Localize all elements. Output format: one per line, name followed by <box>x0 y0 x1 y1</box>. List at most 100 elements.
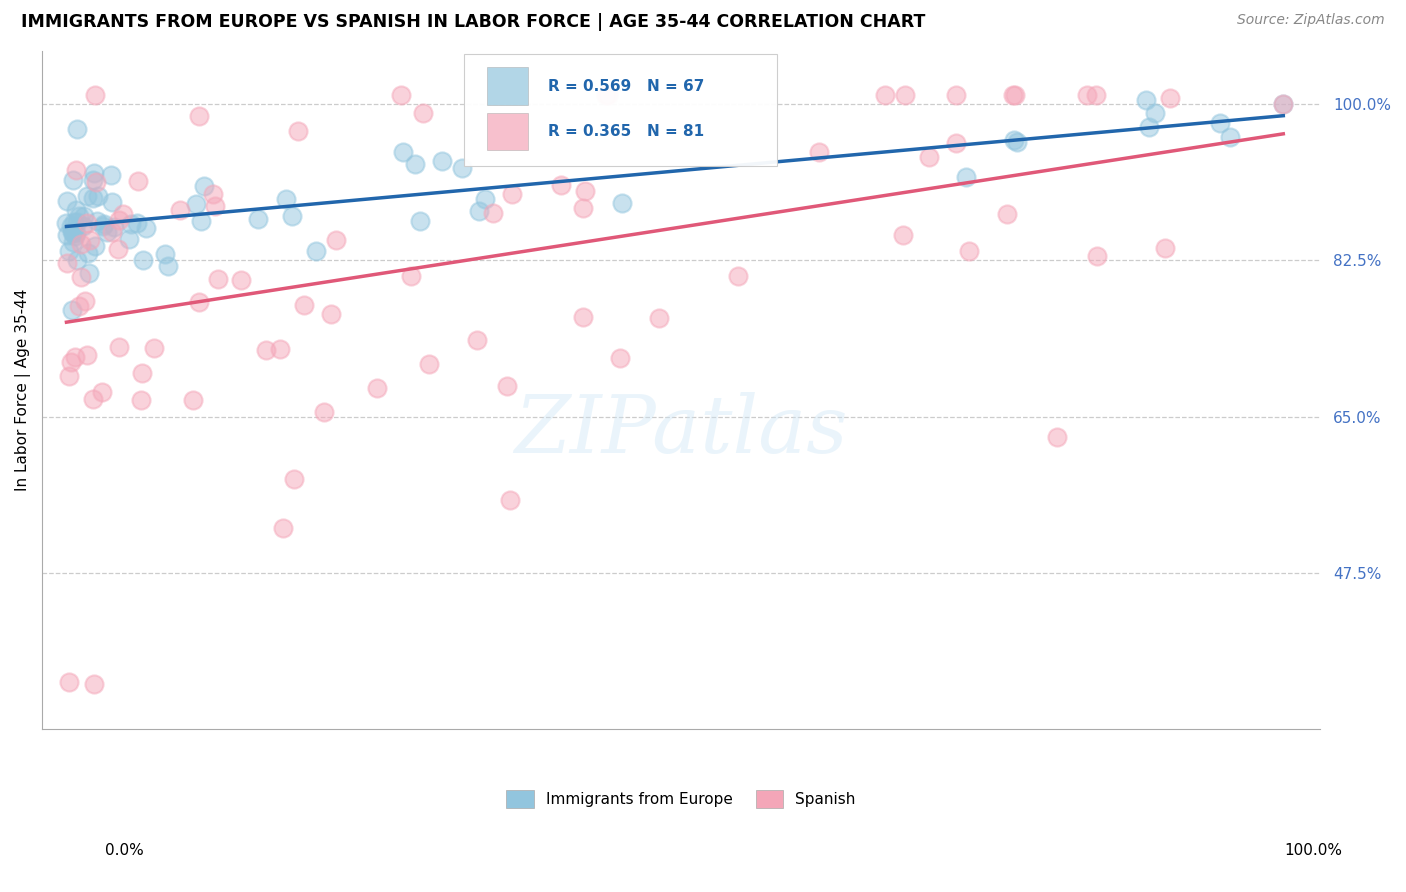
Point <box>957 244 980 259</box>
Point <box>312 405 335 419</box>
FancyBboxPatch shape <box>486 112 527 150</box>
Point <box>1085 88 1108 103</box>
Point <box>1272 97 1295 112</box>
Point <box>574 184 596 198</box>
Text: ZIPatlas: ZIPatlas <box>515 392 848 469</box>
Text: Source: ZipAtlas.com: Source: ZipAtlas.com <box>1237 13 1385 28</box>
Point <box>111 207 134 221</box>
Point <box>894 88 917 103</box>
Point <box>945 88 967 103</box>
Point <box>76 348 98 362</box>
Point <box>727 269 749 284</box>
Point <box>229 273 252 287</box>
Point <box>63 215 86 229</box>
Point <box>550 178 572 192</box>
Point <box>65 226 87 240</box>
Point <box>572 310 595 324</box>
Point <box>131 366 153 380</box>
Point <box>75 294 97 309</box>
Point <box>76 216 98 230</box>
Point <box>58 369 80 384</box>
Point <box>418 357 440 371</box>
Point <box>65 202 87 217</box>
Point <box>65 229 87 244</box>
Text: 100.0%: 100.0% <box>1285 843 1343 858</box>
Point <box>995 207 1018 221</box>
Point <box>60 303 83 318</box>
Point <box>56 228 79 243</box>
Point <box>67 209 90 223</box>
Point <box>72 219 94 233</box>
Point <box>281 209 304 223</box>
Point <box>58 244 80 258</box>
Point <box>467 204 489 219</box>
Point <box>90 384 112 399</box>
Point <box>69 269 91 284</box>
Point <box>120 217 142 231</box>
Point <box>56 194 79 209</box>
Point <box>595 88 617 103</box>
Point <box>1144 106 1167 120</box>
Point <box>498 492 520 507</box>
Point <box>392 145 415 160</box>
Point <box>153 247 176 261</box>
Point <box>65 351 87 365</box>
Point <box>84 239 107 253</box>
Point <box>135 221 157 235</box>
Point <box>93 218 115 232</box>
Point <box>451 161 474 176</box>
Point <box>86 188 108 202</box>
Point <box>404 157 426 171</box>
Point <box>91 219 114 233</box>
Point <box>648 310 671 325</box>
Point <box>107 242 129 256</box>
Point <box>412 106 434 120</box>
FancyBboxPatch shape <box>464 54 776 166</box>
Point <box>609 351 631 365</box>
Point <box>1272 97 1295 112</box>
Point <box>82 191 104 205</box>
Point <box>70 236 93 251</box>
Point <box>66 215 89 229</box>
Point <box>83 677 105 691</box>
Point <box>184 197 207 211</box>
Point <box>56 256 79 270</box>
Point <box>96 225 118 239</box>
Point <box>287 123 309 137</box>
Point <box>1208 116 1230 130</box>
Point <box>1153 241 1175 255</box>
Point <box>319 307 342 321</box>
Point <box>190 213 212 227</box>
Point <box>118 232 141 246</box>
Point <box>62 225 84 239</box>
Point <box>1005 135 1028 149</box>
Point <box>409 213 432 227</box>
Point <box>181 392 204 407</box>
Point <box>129 393 152 408</box>
Point <box>1004 132 1026 146</box>
Point <box>127 174 149 188</box>
Point <box>598 88 620 103</box>
Point <box>1004 88 1026 103</box>
Point <box>325 233 347 247</box>
Point <box>283 472 305 486</box>
Point <box>1139 120 1161 134</box>
Point <box>1046 430 1069 444</box>
Point <box>501 186 523 201</box>
Point <box>62 225 84 239</box>
FancyBboxPatch shape <box>486 68 527 104</box>
Point <box>73 209 96 223</box>
Point <box>292 298 315 312</box>
Point <box>207 272 229 286</box>
Point <box>274 192 297 206</box>
Point <box>62 235 84 249</box>
Point <box>66 121 89 136</box>
Point <box>247 211 270 226</box>
Point <box>389 88 412 103</box>
Point <box>955 169 977 184</box>
Point <box>891 227 914 242</box>
Point <box>918 150 941 164</box>
Point <box>67 299 90 313</box>
Text: R = 0.569   N = 67: R = 0.569 N = 67 <box>548 78 704 94</box>
Point <box>271 521 294 535</box>
